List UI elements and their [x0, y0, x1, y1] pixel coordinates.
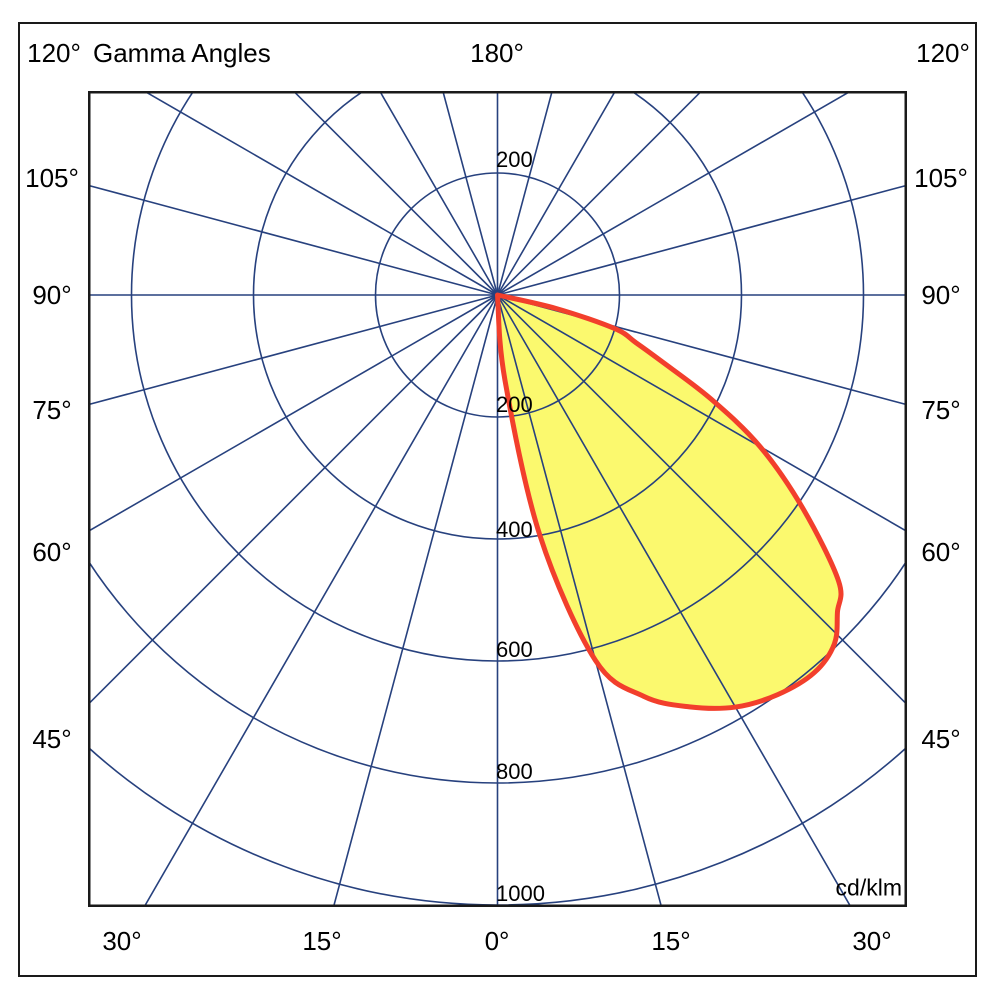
gamma-scale-label-left-60: 60°	[32, 537, 72, 567]
grid-ray	[496, 91, 553, 296]
chart-title: Gamma Angles	[93, 38, 271, 68]
ring-label-600: 600	[496, 637, 533, 662]
ring-label-400: 400	[496, 517, 533, 542]
gamma-scale-label-right-45: 45°	[921, 724, 961, 754]
gamma-scale-label-left-45: 45°	[32, 724, 72, 754]
grid-ray	[497, 294, 907, 406]
gamma-scale-label-right-105: 105°	[914, 163, 968, 193]
grid-ray	[143, 294, 499, 907]
grid-ray	[88, 294, 498, 406]
gamma-scale-label-top-left: 120°	[27, 38, 81, 68]
grid-ray	[292, 91, 499, 296]
intensity-lobe-fill	[497, 295, 842, 709]
intensity-lobe-outline	[495, 292, 844, 711]
gamma-scale-label-bottom-30-right: 30°	[852, 926, 892, 956]
plot-border	[88, 91, 907, 907]
unit-label: cd/klm	[835, 874, 902, 901]
ring-label-200: 200	[496, 392, 533, 417]
grid-ray	[378, 91, 499, 296]
grid-ray	[496, 91, 617, 296]
gamma-scale-label-right-60: 60°	[921, 537, 961, 567]
grid-ray	[496, 294, 663, 907]
grid-ray	[497, 184, 907, 296]
gamma-scale-label-right-75: 75°	[921, 395, 961, 425]
gamma-scale-label-top-center: 180°	[470, 38, 524, 68]
grid-ray	[88, 294, 499, 706]
grid-ray	[88, 184, 498, 296]
gamma-scale-label-bottom-30-left: 30°	[102, 926, 142, 956]
grid-ray	[497, 294, 907, 533]
gamma-scale-label-bottom-15-right: 15°	[651, 926, 691, 956]
gamma-scale-label-left-75: 75°	[32, 395, 72, 425]
ring-label-200-top: 200	[496, 147, 533, 172]
grid-ray	[88, 294, 498, 533]
gamma-scale-label-left-105: 105°	[25, 163, 79, 193]
ring-label-800: 800	[496, 759, 533, 784]
gamma-scale-label-left-90: 90°	[32, 280, 72, 310]
gamma-scale-label-top-right: 120°	[916, 38, 970, 68]
grid-ray	[497, 91, 853, 296]
grid-ray	[496, 91, 703, 296]
gamma-scale-label-right-90: 90°	[921, 280, 961, 310]
polar-chart	[88, 91, 907, 907]
grid-ray	[332, 294, 499, 907]
gamma-scale-label-bottom-15-left: 15°	[302, 926, 342, 956]
ring-label-1000: 1000	[496, 881, 545, 906]
grid-ray	[496, 294, 852, 907]
grid-ray	[142, 91, 498, 296]
grid-ray	[442, 91, 499, 296]
polar-grid	[88, 91, 907, 907]
gamma-scale-label-bottom-0: 0°	[484, 926, 510, 956]
outer-frame	[18, 22, 977, 977]
